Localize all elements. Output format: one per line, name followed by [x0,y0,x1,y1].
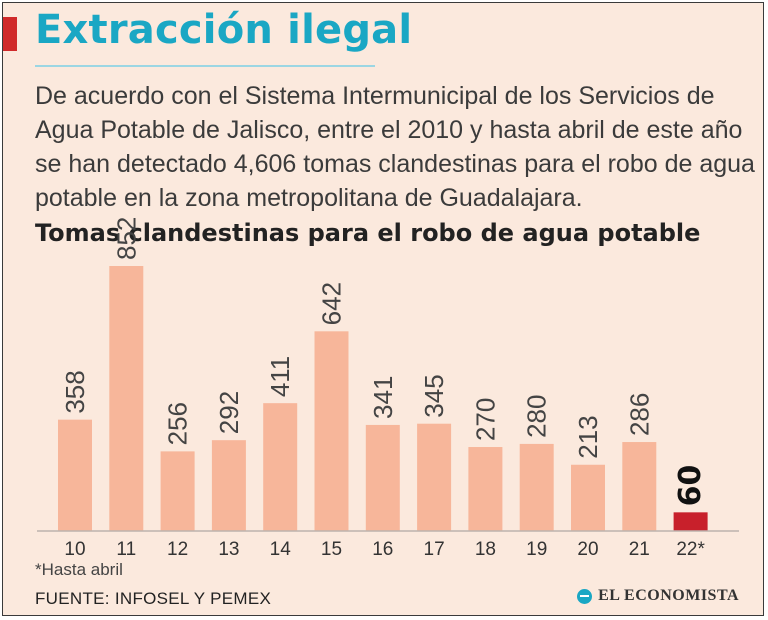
value-label-10: 358 [60,370,90,413]
bar-11 [109,266,144,531]
bar-14 [263,403,298,531]
bar-10 [58,419,92,531]
x-tick-label-19: 19 [526,539,547,560]
value-label-16: 341 [368,376,398,419]
x-tick-label-21: 21 [629,539,650,560]
bar-21 [622,442,657,531]
chart-title: Tomas clandestinas para el robo de agua … [35,219,701,247]
title-accent-bar [3,17,17,51]
value-label-11: 852 [111,217,141,260]
value-label-17: 345 [419,374,449,417]
page-title: Extracción ilegal [35,7,413,53]
brand-logo: EL ECONOMISTA [577,587,739,605]
bar-16 [365,424,400,531]
x-tick-label-16: 16 [372,539,393,560]
x-tick-label-13: 13 [218,539,239,560]
x-tick-label-15: 15 [321,539,342,560]
x-tick-label-22: 22* [676,539,705,560]
x-tick-label-12: 12 [167,539,188,560]
value-label-21: 286 [624,393,654,436]
intro-paragraph: De acuerdo con el Sistema Intermunicipal… [35,82,755,212]
x-tick-label-20: 20 [577,539,598,560]
bar-22 [673,512,708,531]
bar-group [58,266,708,531]
bar-chart: 358 852 256 292 411 642 341 345 270 280 213 286 60 1… [37,217,739,560]
x-tick-label-11: 11 [116,539,136,560]
value-label-20: 213 [573,415,603,458]
x-tick-group: 10 11 12 13 14 15 16 17 18 19 20 21 22* [64,539,705,560]
x-tick-label-18: 18 [475,539,496,560]
value-label-14: 411 [265,356,295,397]
brand-globe-icon [577,588,593,604]
bar-13 [211,440,246,531]
bar-15 [314,331,349,531]
bar-20 [571,464,605,531]
title-underline [35,65,375,67]
value-label-19: 280 [522,395,552,438]
bar-19 [519,443,554,531]
value-label-15: 642 [317,282,347,325]
x-tick-label-17: 17 [424,539,445,560]
value-label-12: 256 [163,402,193,445]
value-label-13: 292 [214,391,244,434]
source-credit: FUENTE: INFOSEL Y PEMEX [35,589,272,608]
bar-12 [160,451,195,531]
footnote: *Hasta abril [35,560,123,579]
brand-name: EL ECONOMISTA [598,587,739,604]
value-label-18: 270 [470,398,500,441]
bar-18 [468,447,503,531]
value-label-22: 60 [673,465,708,507]
x-tick-label-14: 14 [270,539,292,560]
value-label-group: 358 852 256 292 411 642 341 345 270 280 213 286 60 [60,217,708,507]
x-tick-label-10: 10 [64,539,85,560]
bar-17 [417,423,452,531]
